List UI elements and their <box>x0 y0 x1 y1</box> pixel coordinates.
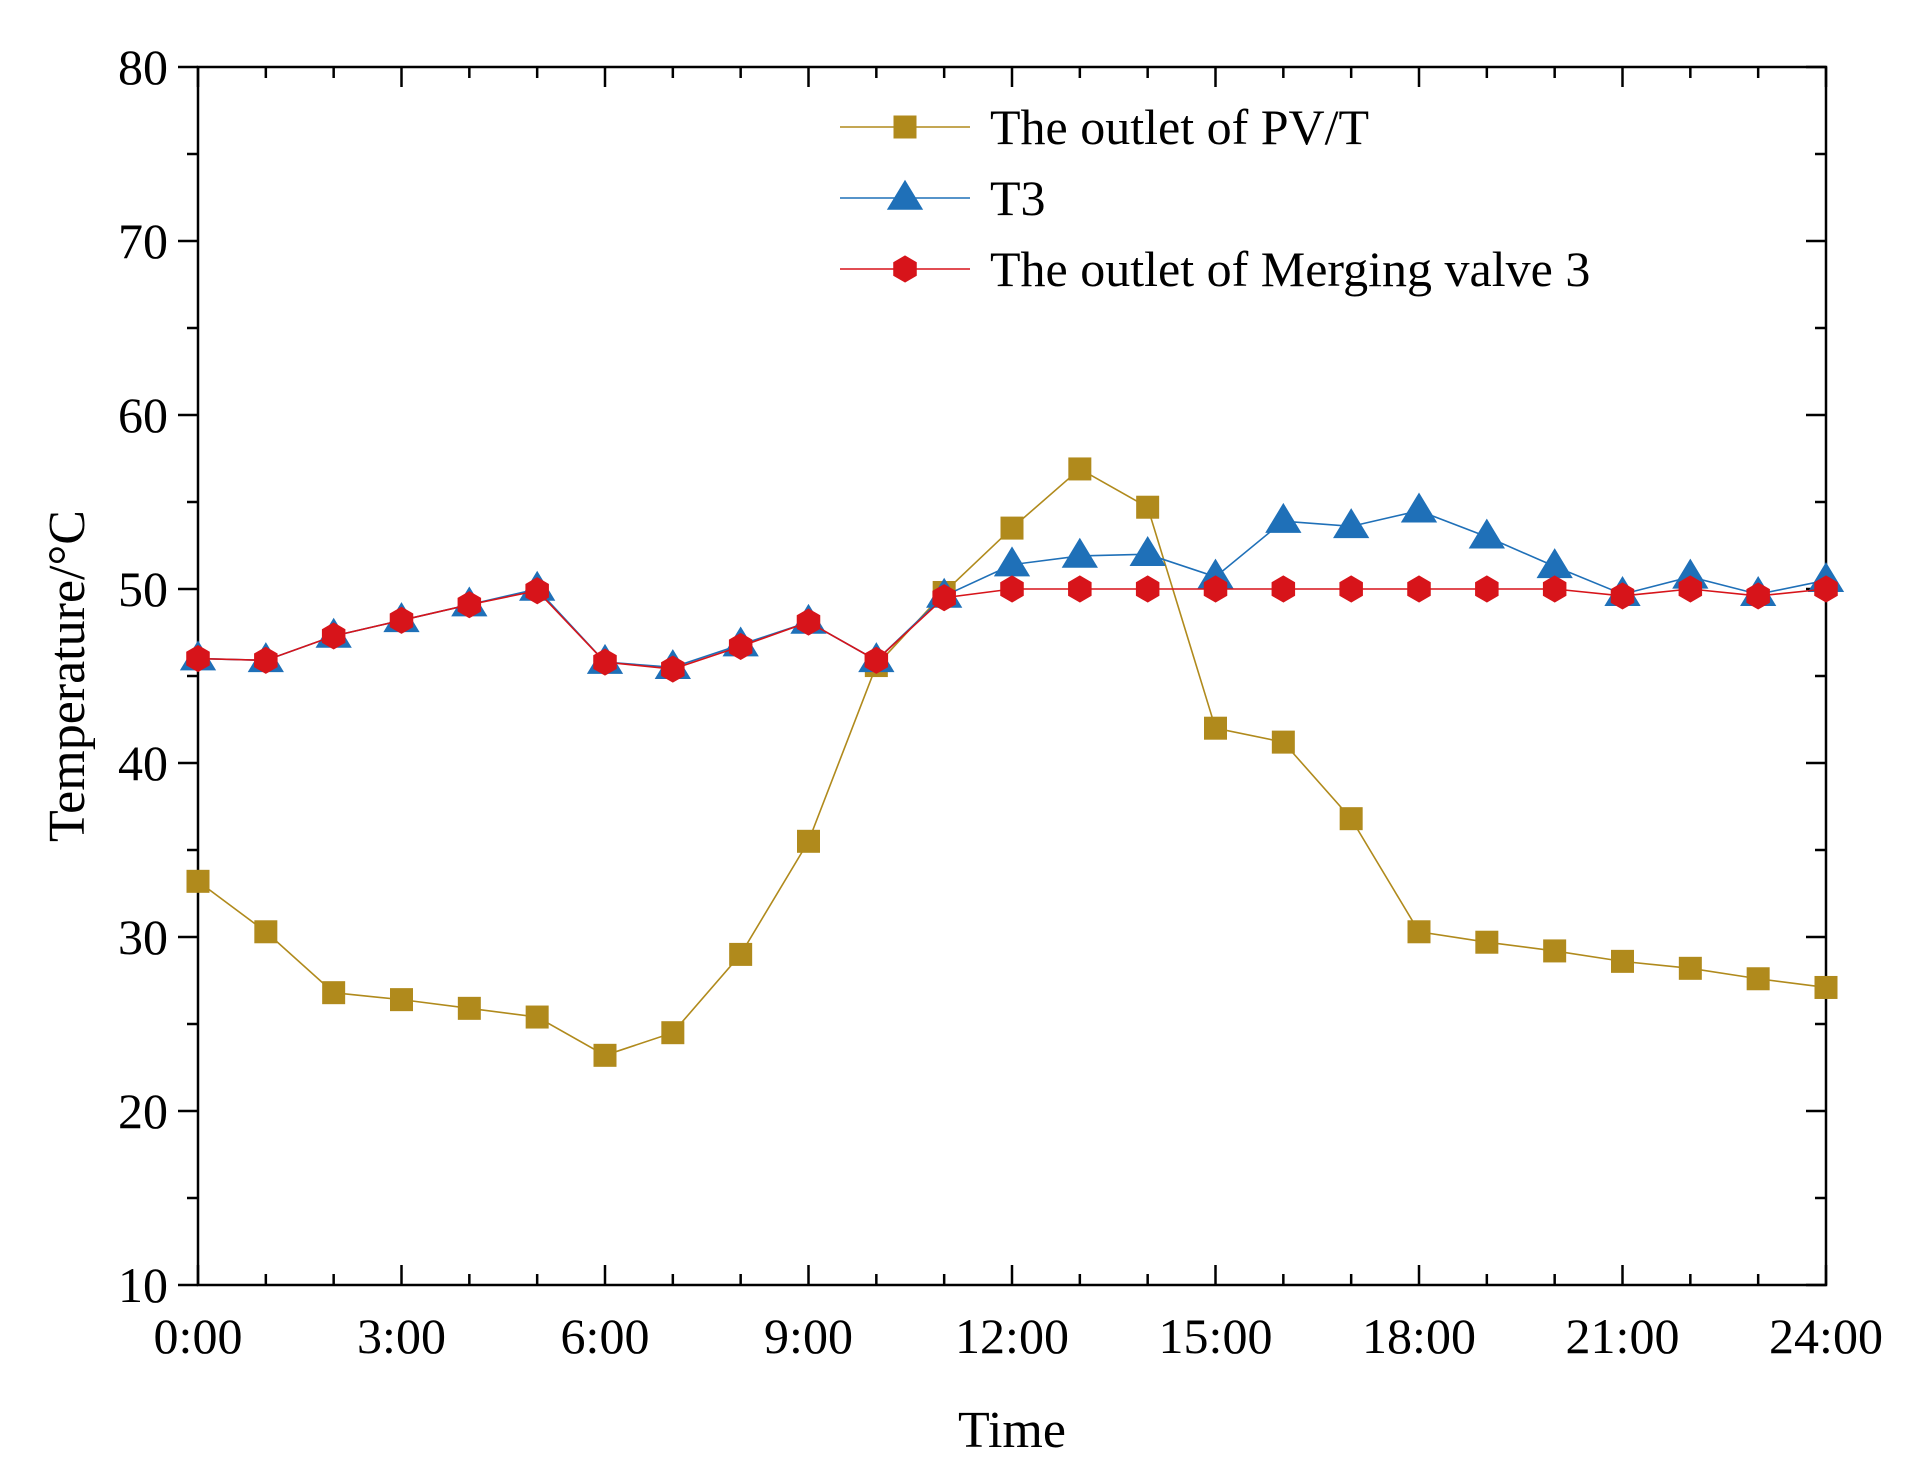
legend-entry-0: The outlet of PV/T <box>840 99 1369 155</box>
data-point-2 <box>186 645 210 673</box>
x-tick-label: 18:00 <box>1362 1308 1476 1364</box>
legend: The outlet of PV/T T3 The outlet of Mergin… <box>840 99 1590 297</box>
data-point-1 <box>1265 502 1302 533</box>
data-point-2 <box>1000 575 1024 603</box>
data-point-2 <box>1135 575 1160 603</box>
data-point-2 <box>1271 575 1296 603</box>
data-point-1 <box>1061 537 1098 568</box>
legend-entry-2: The outlet of Merging valve 3 <box>840 241 1590 297</box>
data-point-0 <box>661 1021 685 1045</box>
axes: 0:00 3:00 6:00 9:00 12:00 15:00 18:00 21:00 24:0… <box>118 39 1883 1364</box>
data-point-2 <box>593 648 617 676</box>
data-point-2 <box>1814 575 1838 603</box>
data-point-2 <box>932 584 956 612</box>
data-point-2 <box>1203 575 1228 603</box>
y-tick-label: 20 <box>118 1083 168 1139</box>
data-point-0 <box>525 1005 549 1029</box>
y-tick-label: 80 <box>118 39 168 95</box>
data-point-0 <box>390 988 413 1012</box>
y-axis-title: Temperature/°C <box>39 510 96 842</box>
data-point-0 <box>593 1043 617 1067</box>
data-point-2 <box>1475 575 1499 603</box>
legend-marker <box>893 115 917 139</box>
x-tick-label: 12:00 <box>955 1308 1069 1364</box>
x-tick-label: 24:00 <box>1769 1308 1883 1364</box>
data-point-0 <box>1339 807 1363 831</box>
y-tick-label: 30 <box>118 909 168 965</box>
data-point-0 <box>1611 949 1634 973</box>
legend-label: The outlet of PV/T <box>990 99 1369 155</box>
data-point-0 <box>1407 920 1431 944</box>
data-point-2 <box>1068 575 1092 603</box>
y-tick-label: 60 <box>118 387 168 443</box>
data-point-1 <box>1333 508 1370 539</box>
data-point-0 <box>322 981 346 1005</box>
data-point-0 <box>254 920 278 944</box>
x-tick-label: 6:00 <box>561 1308 650 1364</box>
data-point-0 <box>1068 457 1092 481</box>
data-point-2 <box>457 591 482 619</box>
data-point-0 <box>729 942 753 966</box>
data-point-1 <box>1129 535 1166 566</box>
legend-label: T3 <box>990 170 1046 226</box>
data-point-2 <box>1542 575 1567 603</box>
series-layer <box>179 457 1845 1067</box>
legend-label: The outlet of Merging valve 3 <box>990 241 1590 297</box>
data-point-0 <box>1746 967 1770 991</box>
legend-marker <box>893 255 917 283</box>
x-tick-label: 3:00 <box>357 1308 446 1364</box>
data-point-1 <box>1400 492 1438 523</box>
x-axis-title: Time <box>958 1402 1066 1459</box>
x-tick-label: 21:00 <box>1566 1308 1680 1364</box>
data-point-1 <box>1536 548 1573 579</box>
series-0 <box>186 457 1838 1067</box>
data-point-0 <box>1204 716 1227 740</box>
data-point-1 <box>1468 518 1505 549</box>
data-point-2 <box>1610 582 1635 610</box>
data-point-0 <box>186 869 210 893</box>
y-tick-label: 70 <box>118 213 168 269</box>
series-2 <box>186 575 1838 683</box>
data-point-2 <box>1678 575 1703 603</box>
data-point-0 <box>1136 495 1160 519</box>
y-tick-label: 10 <box>118 1257 168 1313</box>
legend-marker <box>886 179 924 210</box>
data-point-0 <box>1814 975 1838 999</box>
data-point-0 <box>457 996 481 1020</box>
data-point-2 <box>389 606 414 634</box>
x-tick-label: 9:00 <box>764 1308 853 1364</box>
data-point-2 <box>1407 575 1431 603</box>
data-point-1 <box>993 546 1031 577</box>
data-point-0 <box>1678 956 1702 980</box>
data-point-2 <box>661 655 685 683</box>
data-point-0 <box>1475 930 1499 954</box>
legend-entry-1: T3 <box>840 170 1046 226</box>
data-point-2 <box>796 608 821 636</box>
data-point-2 <box>254 646 278 674</box>
data-point-0 <box>1543 939 1567 963</box>
data-point-2 <box>1746 582 1770 610</box>
data-point-2 <box>525 577 549 605</box>
data-point-2 <box>864 646 889 674</box>
y-tick-label: 40 <box>118 735 168 791</box>
x-tick-label: 0:00 <box>154 1308 243 1364</box>
data-point-0 <box>797 829 820 853</box>
y-tick-label: 50 <box>118 561 168 617</box>
x-tick-label: 15:00 <box>1159 1308 1273 1364</box>
data-point-2 <box>321 622 346 650</box>
data-point-2 <box>728 632 753 660</box>
data-point-0 <box>1000 516 1024 540</box>
data-point-2 <box>1339 575 1363 603</box>
data-point-0 <box>1271 730 1295 754</box>
